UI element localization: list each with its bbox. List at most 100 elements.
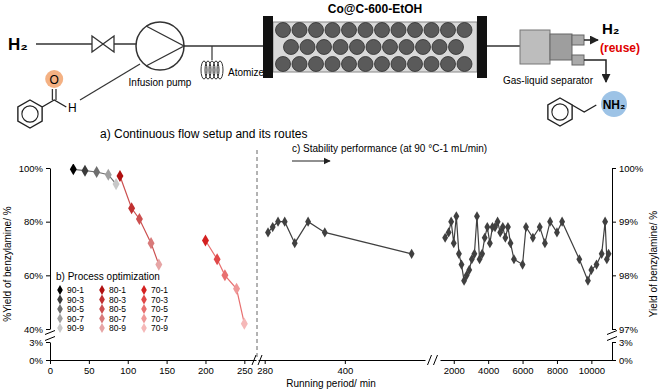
axis-line	[50, 343, 51, 361]
axis-break-line	[45, 331, 55, 341]
data-point	[155, 259, 162, 271]
axis-line	[612, 169, 613, 330]
amine-label: NH₂	[603, 98, 626, 112]
catalyst-particle	[358, 57, 373, 72]
data-point	[265, 227, 271, 237]
catalyst-particle	[325, 23, 340, 38]
legend-label: 90-1	[67, 285, 84, 295]
y-axis: 0%3%	[612, 337, 633, 366]
separator-label: Gas-liquid separator	[503, 75, 594, 86]
data-point	[547, 217, 553, 227]
tick: 280	[257, 360, 273, 376]
tick: 10000	[579, 360, 605, 376]
data-point	[275, 217, 281, 227]
legend-label: 90-7	[67, 314, 84, 324]
data-point	[495, 217, 501, 227]
tick-label: 100	[120, 365, 136, 376]
legend-label: 80-9	[109, 323, 126, 333]
diagram-caption: a) Continuous flow setup and its routes	[100, 127, 307, 141]
legend-marker	[57, 304, 63, 314]
tick: 0	[48, 360, 53, 376]
x-axis-title: Running period/ min	[286, 378, 376, 389]
catalyst-particle	[383, 40, 398, 55]
data-point	[409, 249, 415, 259]
tick-mark	[557, 360, 558, 364]
tick-label: 8000	[547, 365, 568, 376]
catalyst-particle	[391, 23, 406, 38]
series-line	[205, 240, 244, 323]
chart: 2804002000400060008000100000%3%97%98%99%…	[257, 143, 659, 376]
tick-mark	[612, 275, 616, 276]
axis-line	[612, 343, 613, 361]
outlet-note: (reuse)	[600, 41, 640, 55]
data-point	[128, 202, 135, 214]
tick: 97%	[612, 324, 639, 335]
tick-label: 100%	[619, 163, 644, 174]
series-line	[120, 176, 159, 265]
data-point	[270, 222, 276, 232]
reactor-cap	[477, 16, 487, 78]
tick-mark	[46, 342, 50, 343]
tick-label: 0%	[29, 355, 43, 366]
tick: 200	[198, 360, 214, 376]
reactor-label: Co@C-600-EtOH	[328, 2, 422, 16]
data-point	[537, 222, 543, 232]
data-point	[93, 166, 100, 178]
catalyst-particle	[325, 57, 340, 72]
reactor-cap	[263, 16, 273, 78]
legend-marker	[141, 304, 147, 314]
tick-label: 50	[84, 365, 95, 376]
legend-marker	[57, 323, 63, 333]
tick: 100%	[19, 163, 50, 174]
axis-line	[259, 360, 426, 361]
tick-mark	[612, 222, 616, 223]
data-point	[487, 238, 493, 248]
legend-label: 80-1	[109, 285, 126, 295]
legend-marker	[99, 295, 105, 305]
tick-mark	[46, 329, 50, 330]
y-axis: 40%60%80%100%	[19, 163, 51, 335]
legend-marker	[99, 285, 105, 295]
tick-label: 0	[48, 365, 53, 376]
legend-item: 90-1	[57, 285, 84, 295]
legend-label: 70-3	[151, 295, 168, 305]
legend-item: 90-5	[57, 304, 84, 314]
y-axis: 97%98%99%100%	[612, 163, 644, 335]
data-point	[241, 318, 248, 330]
tick-label: 250	[237, 365, 253, 376]
legend-item: 70-3	[141, 295, 168, 305]
legend-label: 90-5	[67, 304, 84, 314]
tick-mark	[205, 360, 206, 364]
plot-area	[442, 211, 611, 286]
legend-item: 80-1	[99, 285, 126, 295]
tick: 0%	[29, 355, 50, 366]
data-point	[479, 249, 485, 259]
catalyst-particle	[284, 40, 299, 55]
tick-mark	[167, 360, 168, 364]
axis-break	[45, 331, 55, 341]
data-point	[148, 237, 155, 249]
legend-item: 70-7	[141, 314, 168, 324]
tick-mark	[89, 360, 90, 364]
tick-label: 2000	[444, 365, 465, 376]
legend-marker	[141, 314, 147, 324]
data-point	[606, 249, 612, 259]
legend-item: 80-3	[99, 295, 126, 305]
tick-mark	[265, 360, 266, 364]
separator-outlet	[572, 55, 584, 65]
tick-label: 0%	[619, 355, 633, 366]
catalyst-particle	[342, 23, 357, 38]
panel-title: c) Stability performance (at 90 °C-1 mL/…	[292, 143, 487, 154]
title-arrow	[292, 160, 330, 161]
catalyst-particle	[449, 40, 464, 55]
tick-label: 6000	[512, 365, 533, 376]
flow-diagram: H₂Infusion pumpAtomizerCo@C-600-EtOHGas-…	[8, 2, 640, 141]
data-point	[113, 178, 120, 190]
legend-item: 90-9	[57, 323, 84, 333]
tick-label: 200	[198, 365, 214, 376]
catalyst-particle	[276, 57, 291, 72]
tick: 98%	[612, 270, 639, 281]
catalyst-particle	[457, 57, 472, 72]
data-point	[453, 211, 459, 221]
axis-break-line	[428, 355, 438, 365]
